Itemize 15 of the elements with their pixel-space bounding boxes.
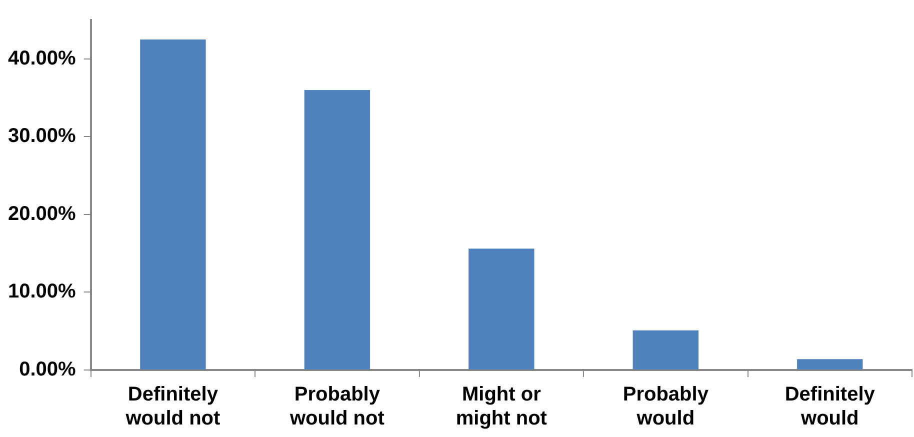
x-tick-label: Definitely would (784, 384, 876, 430)
bar (797, 359, 863, 370)
y-tick-label: 0.00% (19, 358, 76, 381)
bar (468, 248, 534, 370)
x-tick-label: Definitely would not (124, 384, 220, 430)
bar (304, 90, 370, 370)
bar (140, 39, 206, 370)
x-tick-label: Probably would not (288, 384, 385, 430)
x-tick-label: Might or might not (456, 384, 548, 430)
y-tick-label: 40.00% (8, 47, 76, 70)
y-tick-label: 30.00% (8, 125, 76, 148)
bar (632, 330, 698, 370)
y-tick-label: 10.00% (8, 280, 76, 303)
y-tick-label: 20.00% (8, 202, 76, 225)
x-tick-label: Probably would (622, 384, 710, 430)
